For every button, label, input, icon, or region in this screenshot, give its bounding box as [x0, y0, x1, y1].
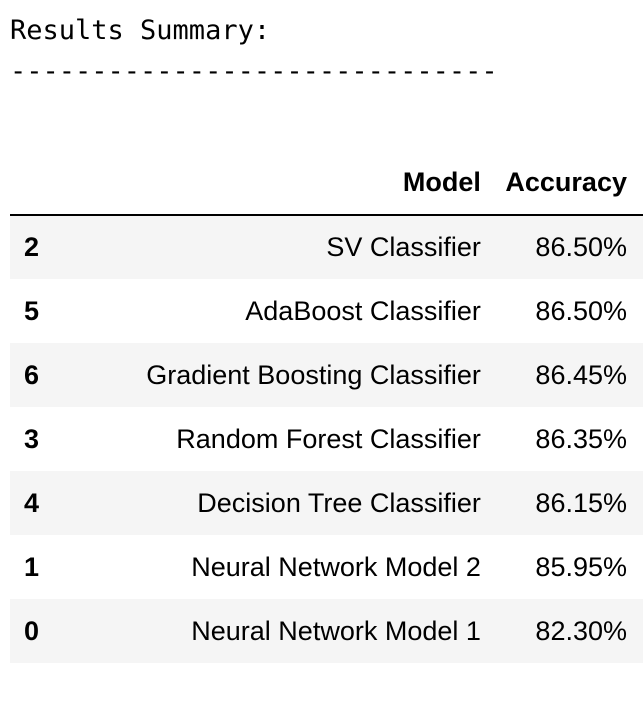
row-index: 1	[24, 551, 40, 582]
row-index: 3	[24, 423, 40, 454]
row-index: 0	[24, 615, 40, 646]
row-index: 4	[24, 487, 40, 518]
model-cell: SV Classifier	[326, 232, 481, 262]
accuracy-cell: 86.35%	[535, 423, 627, 454]
model-cell: Neural Network Model 2	[191, 551, 481, 582]
header-model: Model	[51, 150, 481, 216]
row-index: 2	[24, 232, 40, 262]
header-row: Model Accuracy	[10, 150, 643, 216]
results-summary-separator: ------------------------------	[10, 56, 498, 87]
accuracy-cell: 86.15%	[535, 487, 627, 518]
model-cell: Gradient Boosting Classifier	[146, 359, 481, 390]
table-row: 1 Neural Network Model 2 85.95%	[10, 535, 643, 599]
table-row: 4 Decision Tree Classifier 86.15%	[10, 471, 643, 535]
results-table-header: Model Accuracy	[10, 150, 643, 216]
model-cell: AdaBoost Classifier	[245, 295, 481, 326]
accuracy-cell: 86.50%	[535, 232, 627, 262]
accuracy-cell: 86.50%	[535, 295, 627, 326]
row-index: 5	[24, 295, 40, 326]
accuracy-cell: 82.30%	[535, 615, 627, 646]
model-cell: Neural Network Model 1	[191, 615, 481, 646]
table-row: 5 AdaBoost Classifier 86.50%	[10, 279, 643, 343]
header-index	[10, 150, 52, 216]
table-row: 2 SV Classifier 86.50%	[10, 215, 643, 279]
row-index: 6	[24, 359, 40, 390]
model-cell: Random Forest Classifier	[176, 423, 481, 454]
accuracy-cell: 86.45%	[535, 359, 627, 390]
table-row: 3 Random Forest Classifier 86.35%	[10, 407, 643, 471]
results-table-body: 2 SV Classifier 86.50% 5 AdaBoost Classi…	[10, 215, 643, 663]
header-accuracy: Accuracy	[480, 150, 643, 216]
accuracy-cell: 85.95%	[535, 551, 627, 582]
results-table: Model Accuracy 2 SV Classifier 86.50% 5 …	[10, 150, 643, 663]
table-row: 0 Neural Network Model 1 82.30%	[10, 599, 643, 663]
results-summary-heading: Results Summary:	[10, 15, 271, 46]
model-cell: Decision Tree Classifier	[197, 487, 481, 518]
table-row: 6 Gradient Boosting Classifier 86.45%	[10, 343, 643, 407]
results-summary-output: Results Summary: ------------------------…	[10, 10, 498, 92]
